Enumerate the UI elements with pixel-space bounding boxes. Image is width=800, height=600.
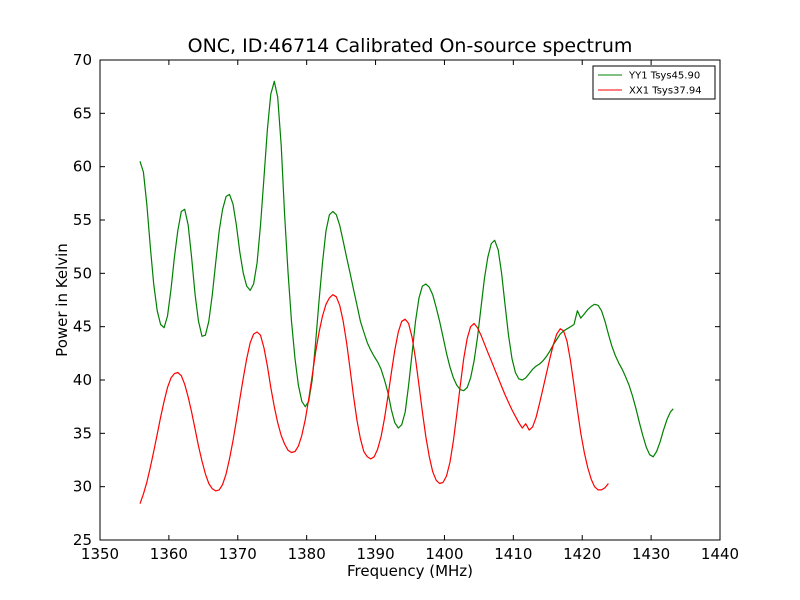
x-axis-label: Frequency (MHz)	[347, 562, 473, 580]
x-axis-ticks: 1350 1360 1370 1380 1390 1400 1410 1420 1430 1440	[81, 60, 739, 563]
y-tick-label: 65	[73, 104, 92, 122]
y-tick-label: 30	[73, 478, 92, 496]
y-tick-label: 45	[73, 318, 92, 336]
series-line-yy1	[139, 80, 674, 458]
legend: YY1 Tsys45.90 XX1 Tsys37.94	[592, 65, 716, 100]
x-tick-label: 1430	[632, 545, 670, 563]
x-tick-label: 1440	[701, 545, 739, 563]
x-tick-label: 1380	[288, 545, 326, 563]
legend-label-yy1: YY1 Tsys45.90	[628, 71, 700, 82]
x-tick-label: 1390	[356, 545, 394, 563]
y-tick-label: 60	[73, 158, 92, 176]
x-tick-label: 1350	[81, 545, 119, 563]
y-tick-label: 55	[73, 211, 92, 229]
plot-area	[100, 60, 720, 540]
y-axis-label: Power in Kelvin	[53, 243, 71, 357]
y-tick-label: 50	[73, 264, 92, 282]
x-tick-label: 1370	[219, 545, 257, 563]
x-tick-label: 1400	[425, 545, 463, 563]
series-layer	[139, 80, 674, 504]
x-tick-label: 1420	[563, 545, 601, 563]
y-tick-label: 25	[73, 531, 92, 549]
y-tick-label: 35	[73, 424, 92, 442]
legend-box	[592, 65, 716, 100]
legend-label-xx1: XX1 Tsys37.94	[629, 86, 702, 97]
y-tick-label: 70	[73, 51, 92, 69]
plot-frame	[99, 59, 721, 541]
y-tick-label: 40	[73, 371, 92, 389]
y-axis-ticks: 25 30 35 40 45 50 55 60 65 70	[73, 51, 720, 549]
chart-title: ONC, ID:46714 Calibrated On-source spect…	[188, 35, 633, 57]
series-line-xx1	[139, 294, 609, 504]
x-tick-label: 1360	[150, 545, 188, 563]
x-tick-label: 1410	[494, 545, 532, 563]
